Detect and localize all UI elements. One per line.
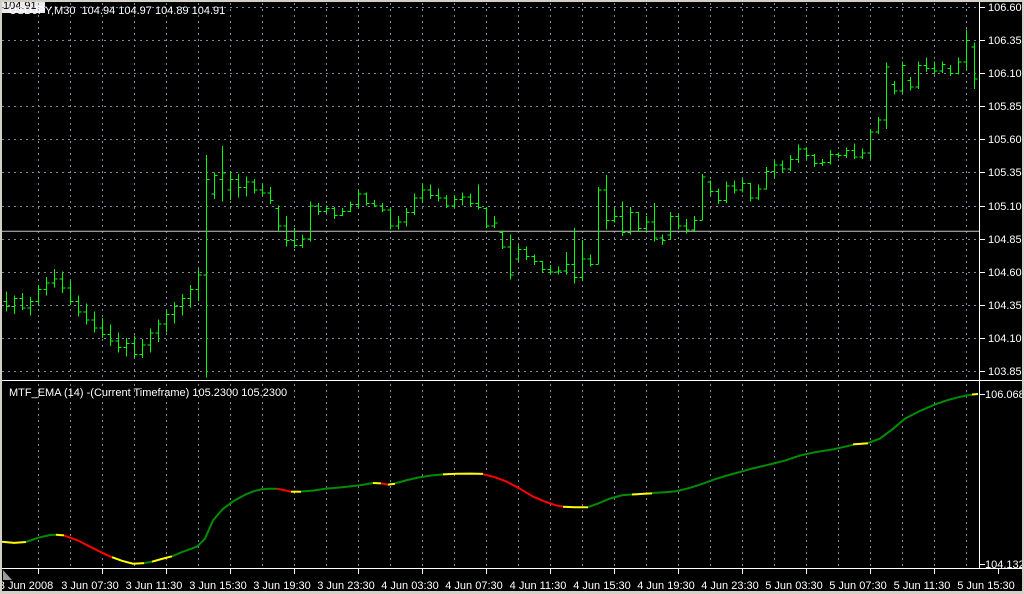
indicator-label[interactable]: MTF_EMA (14) -(Current Timeframe) 105.23… bbox=[9, 387, 288, 399]
price-axis-area[interactable] bbox=[980, 3, 1022, 568]
ema-segment-yellow bbox=[387, 482, 396, 486]
time-label: 4 Jun 23:30 bbox=[701, 580, 759, 592]
time-label: 4 Jun 03:30 bbox=[381, 580, 439, 592]
time-label: 5 Jun 03:30 bbox=[765, 580, 823, 592]
ema-segment-yellow bbox=[562, 505, 588, 509]
price-label: 106.35 bbox=[988, 35, 1022, 47]
ema-segment-green bbox=[394, 473, 444, 485]
ema-segment-green bbox=[587, 493, 633, 509]
ema-segment-yellow bbox=[971, 393, 979, 396]
ema-segment-yellow bbox=[55, 533, 65, 537]
price-label: 104.10 bbox=[988, 333, 1022, 345]
price-label: 105.35 bbox=[988, 167, 1022, 179]
ema-segment-yellow bbox=[111, 556, 145, 565]
ema-segment-green bbox=[300, 482, 374, 493]
price-label: 104.85 bbox=[988, 234, 1022, 246]
time-label: 5 Jun 11:30 bbox=[894, 580, 951, 592]
ema-segment-yellow bbox=[852, 442, 869, 446]
time-label: 3 Jun 11:30 bbox=[126, 580, 183, 592]
ema-segment-red bbox=[482, 473, 564, 508]
corner-triangle-icon bbox=[3, 570, 12, 580]
ema-segment-yellow bbox=[1, 540, 27, 544]
ema-segment-green bbox=[143, 560, 153, 565]
price-label: 106.10 bbox=[988, 68, 1022, 80]
main-plot-area[interactable] bbox=[2, 3, 979, 378]
main-price-axis[interactable]: 106.60 106.35 106.10 105.85 105.60 105.35 105.… bbox=[979, 2, 1022, 378]
ema-segment-red bbox=[276, 487, 292, 493]
ema-segment-green bbox=[171, 487, 277, 558]
sub-grid bbox=[38, 384, 967, 567]
time-label: 3 Jun 2008 bbox=[0, 580, 53, 592]
ema-segment-green bbox=[867, 393, 973, 444]
ema-segment-red bbox=[380, 482, 389, 486]
ema-segment-green bbox=[651, 443, 854, 494]
sub-price-axis[interactable]: 106.068 104.132 bbox=[979, 389, 1024, 571]
mtf-ema-line bbox=[1, 393, 979, 565]
time-label: 4 Jun 07:30 bbox=[445, 580, 503, 592]
plot-frame bbox=[2, 2, 1022, 569]
bid-price-marker: 104.91 bbox=[0, 0, 45, 13]
ema-segment-yellow bbox=[631, 492, 653, 496]
ema-segment-yellow bbox=[442, 472, 484, 476]
price-label: 104.60 bbox=[988, 267, 1022, 279]
indicator-scale-label: 104.132 bbox=[985, 559, 1024, 571]
time-label: 3 Jun 19:30 bbox=[253, 580, 311, 592]
time-label: 4 Jun 15:30 bbox=[573, 580, 631, 592]
time-label: 4 Jun 11:30 bbox=[510, 580, 567, 592]
time-label: 3 Jun 15:30 bbox=[189, 580, 247, 592]
main-grid bbox=[2, 3, 979, 378]
price-label: 105.85 bbox=[988, 101, 1022, 113]
ema-segment-yellow bbox=[151, 555, 173, 563]
time-label: 5 Jun 15:30 bbox=[957, 580, 1015, 592]
ema-segment-red bbox=[63, 534, 113, 559]
time-label: 3 Jun 07:30 bbox=[61, 580, 119, 592]
time-label: 5 Jun 07:30 bbox=[829, 580, 887, 592]
price-label: 105.10 bbox=[988, 201, 1022, 213]
time-axis-area[interactable] bbox=[2, 570, 979, 590]
chart-title-ohlc: USDJPY,M30 104.94 104.97 104.89 104.91 bbox=[9, 5, 226, 17]
price-label: 106.60 bbox=[988, 2, 1022, 14]
time-axis[interactable]: 3 Jun 2008 3 Jun 07:30 3 Jun 11:30 3 Jun 15… bbox=[0, 569, 1015, 592]
ema-segment-green bbox=[25, 533, 57, 543]
price-label: 104.35 bbox=[988, 300, 1022, 312]
ohlc-bars bbox=[3, 29, 978, 378]
price-label: 105.60 bbox=[988, 134, 1022, 146]
price-label: 103.85 bbox=[988, 366, 1022, 378]
indicator-scale-label: 106.068 bbox=[985, 389, 1024, 401]
time-label: 3 Jun 23:30 bbox=[317, 580, 375, 592]
time-label: 4 Jun 19:30 bbox=[637, 580, 695, 592]
indicator-plot-area[interactable] bbox=[2, 384, 979, 568]
